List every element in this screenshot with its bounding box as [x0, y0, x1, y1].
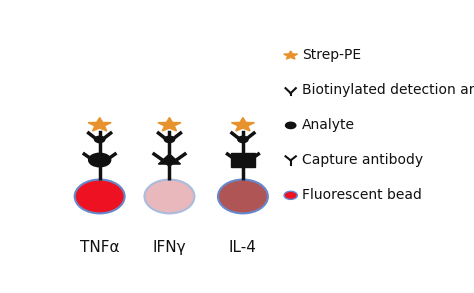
- Polygon shape: [231, 117, 255, 131]
- Text: Analyte: Analyte: [301, 118, 355, 132]
- Text: TNFα: TNFα: [80, 241, 119, 255]
- Ellipse shape: [145, 180, 194, 213]
- Polygon shape: [284, 51, 298, 59]
- Text: Fluorescent bead: Fluorescent bead: [301, 188, 421, 202]
- Ellipse shape: [218, 180, 268, 213]
- Circle shape: [284, 191, 297, 200]
- Polygon shape: [158, 154, 181, 164]
- Polygon shape: [158, 117, 181, 131]
- Text: Capture antibody: Capture antibody: [301, 153, 423, 167]
- Text: IL-4: IL-4: [229, 241, 257, 255]
- FancyBboxPatch shape: [231, 153, 255, 168]
- Text: Biotinylated detection antibody: Biotinylated detection antibody: [301, 84, 474, 98]
- Text: IFNγ: IFNγ: [153, 241, 186, 255]
- Circle shape: [94, 136, 105, 143]
- Text: Strep-PE: Strep-PE: [301, 48, 361, 62]
- Circle shape: [164, 136, 174, 143]
- Circle shape: [238, 136, 248, 143]
- Circle shape: [89, 153, 110, 167]
- Circle shape: [285, 122, 296, 129]
- Polygon shape: [88, 117, 111, 131]
- Ellipse shape: [75, 180, 125, 213]
